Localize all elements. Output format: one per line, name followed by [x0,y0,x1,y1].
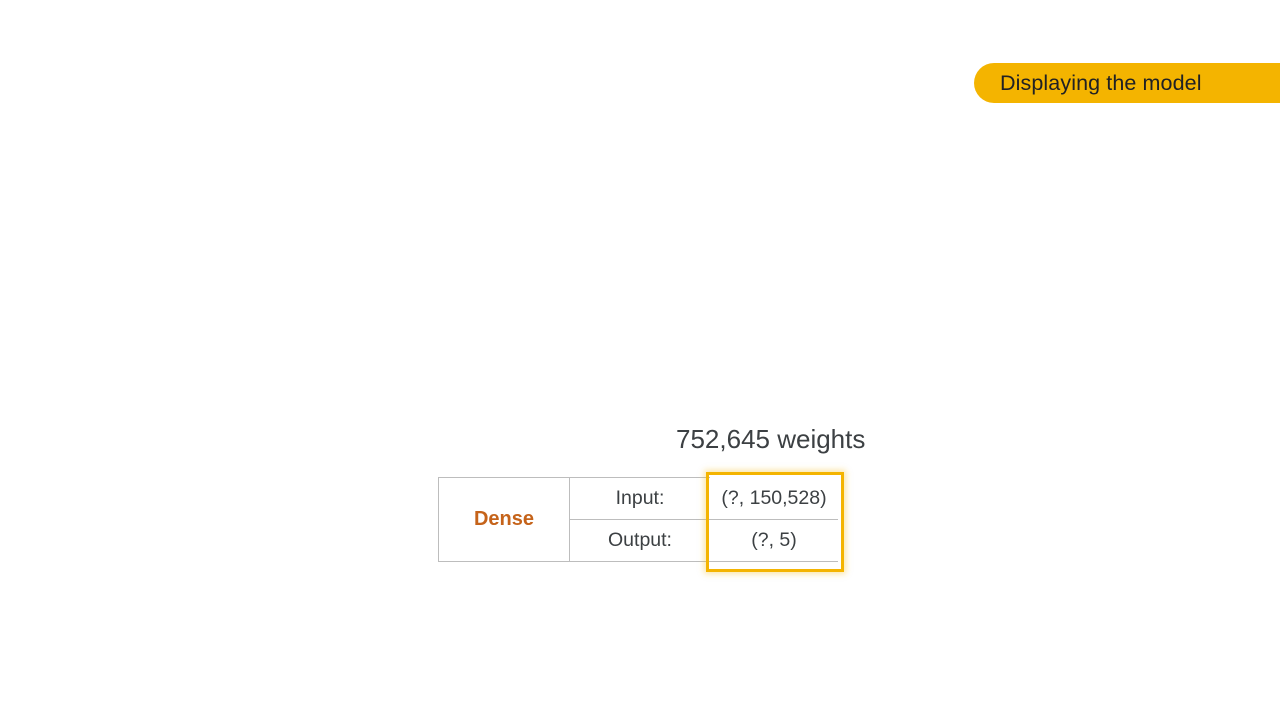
section-title-pill: Displaying the model [974,63,1280,103]
input-shape: (?, 150,528) [710,477,838,520]
weights-count-label: 752,645 weights [676,424,866,454]
layer-table: Dense Input: Output: (?, 150,528) (?, 5) [438,477,838,562]
output-label: Output: [569,519,710,562]
section-title: Displaying the model [1000,70,1202,95]
input-label: Input: [569,477,710,520]
output-shape: (?, 5) [710,519,838,562]
layer-name: Dense [438,477,570,562]
